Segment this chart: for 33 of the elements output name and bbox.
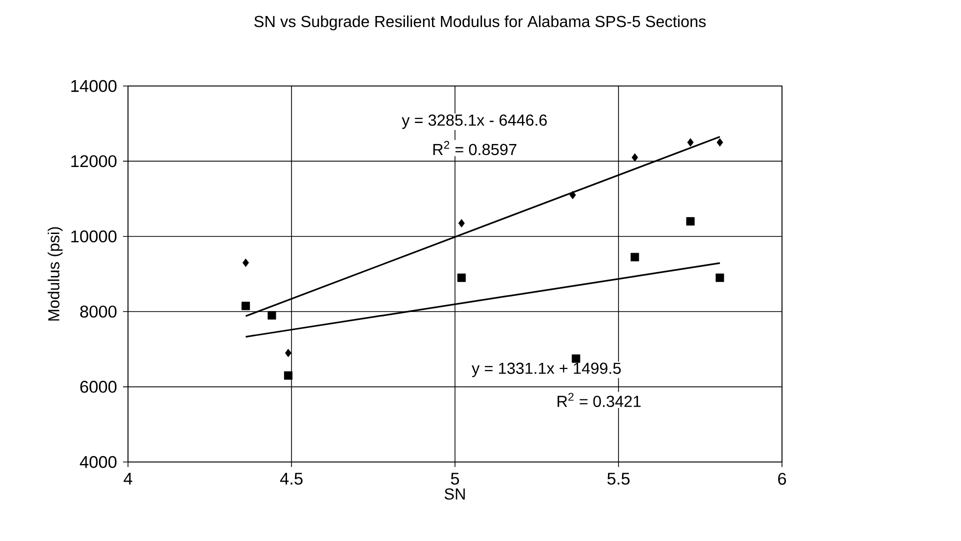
point bbox=[570, 190, 576, 200]
y-tick-label: 12000 bbox=[71, 155, 116, 168]
x-tick-label: 5.5 bbox=[607, 472, 630, 485]
point bbox=[285, 348, 292, 358]
x-tick-label: 4 bbox=[124, 472, 132, 484]
chart-title: SN vs Subgrade Resilient Modulus for Alabama SPS-5 Sections bbox=[254, 15, 706, 30]
y-tick-label: 4000 bbox=[80, 456, 116, 468]
point bbox=[242, 302, 250, 310]
point bbox=[630, 252, 640, 262]
point bbox=[284, 371, 292, 380]
point bbox=[572, 354, 580, 363]
y-tick-label: 6000 bbox=[80, 380, 116, 393]
point bbox=[458, 219, 465, 228]
point bbox=[686, 217, 695, 226]
point bbox=[687, 138, 694, 147]
point bbox=[716, 274, 724, 282]
x-tick-label: 6 bbox=[778, 472, 786, 485]
y-tick-label: 10000 bbox=[71, 230, 116, 242]
annotation: R$^{2}$ = 0.3421 bbox=[558, 392, 641, 408]
x-axis-title: SN bbox=[444, 488, 465, 500]
point bbox=[242, 258, 249, 267]
x-tick-label: 5 bbox=[450, 472, 459, 485]
y-tick-label: 14000 bbox=[71, 80, 116, 92]
y-axis-title: Modulus (psi) bbox=[48, 227, 63, 321]
point bbox=[716, 138, 724, 147]
x-tick-label: 4.5 bbox=[280, 472, 303, 485]
annotation: y = 3285.1x - 6446.6 bbox=[402, 114, 547, 129]
point bbox=[268, 311, 276, 320]
y-tick-label: 8000 bbox=[80, 306, 116, 318]
annotation: R$^{2}$ = 0.8597 bbox=[433, 140, 516, 156]
annotation: y = 1331.1x + 1499.5 bbox=[472, 362, 621, 378]
point bbox=[632, 153, 638, 162]
point bbox=[457, 274, 466, 282]
